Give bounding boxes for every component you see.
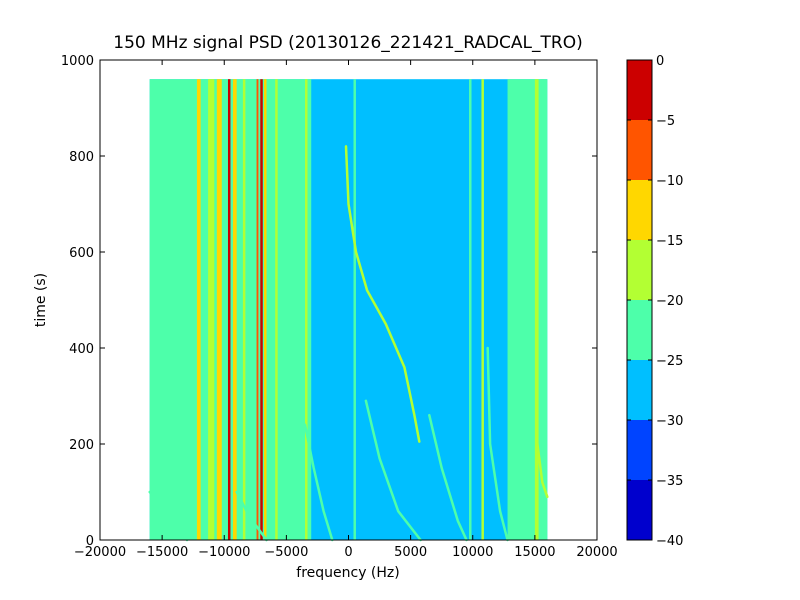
colorbar-segment [627, 300, 652, 360]
colorbar-tick-label: −35 [656, 474, 683, 489]
heatmap-band [305, 79, 308, 540]
colorbar-segment [627, 480, 652, 540]
heatmap-band [264, 79, 267, 540]
heatmap-band [534, 79, 539, 540]
heatmap-band [216, 79, 222, 540]
colorbar-tick-label: 0 [656, 54, 664, 69]
signal-track [536, 442, 549, 499]
x-tick-label: 0 [344, 545, 352, 560]
chart-title: 150 MHz signal PSD (20130126_221421_RADC… [113, 33, 582, 53]
x-tick-label: 15000 [514, 545, 555, 560]
colorbar-tick-label: −25 [656, 354, 683, 369]
signal-track [148, 490, 189, 542]
heatmap-band [208, 79, 215, 540]
colorbar-segment [627, 60, 652, 120]
y-tick-label: 0 [86, 534, 94, 549]
colorbar-tick-label: −40 [656, 534, 683, 549]
x-tick-label: −10000 [198, 545, 250, 560]
signal-track [235, 490, 268, 542]
signal-track [364, 399, 422, 542]
colorbar-segment [627, 120, 652, 180]
heatmap-layer [149, 79, 548, 540]
y-tick-label: 600 [69, 246, 94, 261]
colorbar-segment [627, 240, 652, 300]
x-tick-label: 10000 [452, 545, 493, 560]
signal-track [428, 413, 468, 542]
x-tick-label: −15000 [136, 545, 188, 560]
y-tick-label: 400 [69, 342, 94, 357]
y-axis-label: time (s) [33, 273, 49, 327]
y-axis: 0 200 400 600 800 1000 [61, 54, 597, 549]
heatmap-band [232, 79, 237, 540]
heatmap-band [196, 79, 201, 540]
y-tick-label: 200 [69, 438, 94, 453]
heatmap-band [481, 79, 484, 540]
colorbar-segment [627, 360, 652, 420]
colorbar-tick-label: −5 [656, 114, 675, 129]
x-tick-label: −20000 [74, 545, 126, 560]
x-tick-label: −5000 [264, 545, 308, 560]
heatmap-band [469, 79, 472, 540]
heatmap-band [541, 79, 544, 540]
y-tick-label: 800 [69, 150, 94, 165]
colorbar-segment [627, 180, 652, 240]
signal-track [303, 423, 334, 542]
colorbar: 0 −5 −10 −15 −20 −25 −30 −35 −40 [626, 54, 683, 549]
colorbar-tick-label: −30 [656, 414, 683, 429]
colorbar-tick-label: −20 [656, 294, 683, 309]
x-axis: −20000 −15000 −10000 −5000 0 5000 10000 15000 20… [74, 60, 618, 560]
heatmap-band [353, 79, 356, 540]
heatmap-band [256, 79, 259, 540]
x-axis-label: frequency (Hz) [296, 565, 399, 581]
heatmap-band [227, 79, 231, 540]
x-tick-label: 20000 [576, 545, 617, 560]
signal-track [486, 346, 509, 542]
colorbar-segment [627, 420, 652, 480]
colorbar-tick-label: −15 [656, 234, 683, 249]
colorbar-tick-label: −10 [656, 174, 683, 189]
plot-area [99, 59, 598, 542]
signal-track [344, 145, 421, 443]
x-tick-label: 5000 [394, 545, 427, 560]
heatmap-band [260, 79, 263, 540]
heatmap-band [242, 79, 246, 540]
y-tick-label: 1000 [61, 54, 94, 69]
track-layer [148, 145, 549, 542]
heatmap-band [275, 79, 278, 540]
